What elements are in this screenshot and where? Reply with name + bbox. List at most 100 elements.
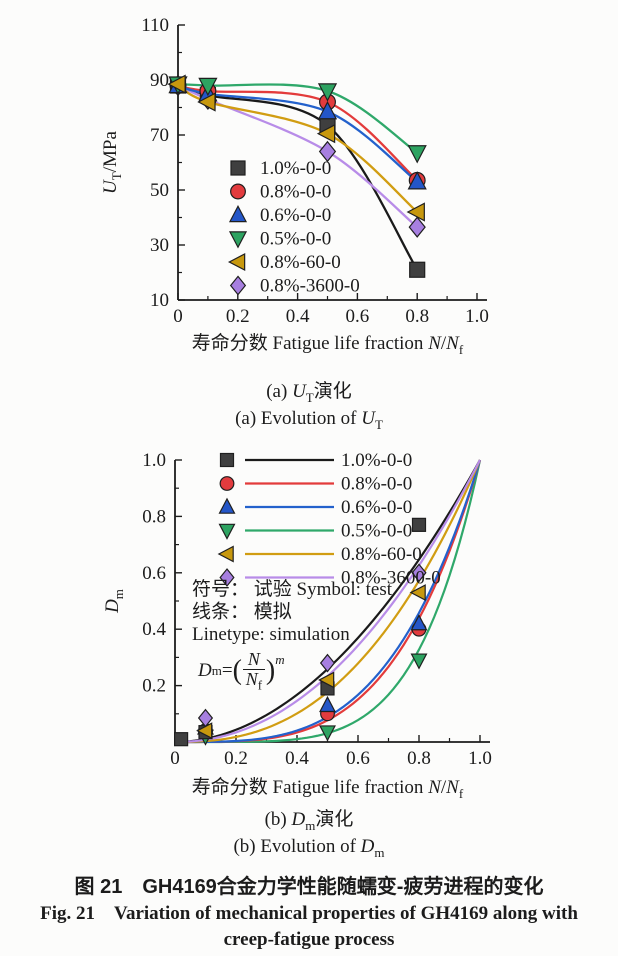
x-tick-label: 0 xyxy=(170,748,180,769)
legend-note: 符号： 试验 Symbol: test xyxy=(192,578,393,600)
data-point-0.6%-0-0 xyxy=(407,171,427,190)
test-point-0.6%-0-0 xyxy=(410,614,428,631)
formula-fraction: N Nf xyxy=(242,650,265,693)
series-line-0.5%-0-0 xyxy=(177,82,418,154)
legend-marker-diamond xyxy=(219,568,235,587)
y-tick-label: 0.6 xyxy=(142,563,166,584)
caption-a-en-symbol: U xyxy=(361,408,375,429)
caption-a-zh-prefix: (a) xyxy=(266,381,293,402)
test-point-0.5%-0-0 xyxy=(319,725,336,742)
test-point-0.8%-60-0 xyxy=(318,671,335,689)
y-tick-label: 10 xyxy=(150,290,169,311)
x-tick-label: 0.4 xyxy=(285,748,309,769)
legend-marker-square xyxy=(230,160,246,176)
data-point-0.5%-0-0 xyxy=(198,77,218,97)
formula-denominator: Nf xyxy=(245,668,263,693)
formula-open-paren: ( xyxy=(232,655,242,687)
caption-b-zh: (b) Dm演化 xyxy=(0,804,618,834)
legend-marker-triangle-left xyxy=(227,252,246,272)
caption-b-zh-subscript: m xyxy=(305,817,316,833)
legend-label: 0.8%-60-0 xyxy=(260,252,341,273)
x-tick-label: 0.8 xyxy=(407,748,431,769)
formula-lhs-sub: m xyxy=(211,663,222,679)
caption-b-zh-suffix: 演化 xyxy=(315,809,354,830)
legend-label: 1.0%-0-0 xyxy=(341,450,412,471)
legend-marker-triangle-down xyxy=(218,523,236,540)
x-tick-label: 0.4 xyxy=(286,306,310,327)
formula-exponent: m xyxy=(275,652,285,667)
test-point-0.8%-3600-0 xyxy=(319,653,336,673)
caption-a-zh-suffix: 演化 xyxy=(313,381,352,402)
y-axis-title: Dm xyxy=(102,589,126,614)
legend-marker-triangle-down xyxy=(228,231,248,249)
series-line-0.8%-60-0 xyxy=(177,83,418,213)
chart-a-ut-evolution: 0 0.2 0.4 0.6 0.8 1.0 10 30 50 70 90 110 寿命分数 Fatigu… xyxy=(100,15,489,357)
x-tick-label: 1.0 xyxy=(468,748,492,769)
legend-label: 0.5%-0-0 xyxy=(260,229,331,250)
series-line-0.8%-0-0 xyxy=(177,84,418,182)
legend-item-0.8%-3600-0: 0.8%-3600-0 xyxy=(229,275,360,297)
legend-note: Linetype: simulation xyxy=(192,624,350,645)
legend-item-0.6%-0-0: 0.6%-0-0 xyxy=(218,497,412,518)
legend-item-0.8%-60-0: 0.8%-60-0 xyxy=(227,252,341,273)
legend-label: 0.8%-3600-0 xyxy=(341,568,441,589)
caption-a-en: (a) Evolution of UT xyxy=(0,408,618,433)
legend-item-1.0%-0-0: 1.0%-0-0 xyxy=(219,450,412,471)
legend-marker-diamond xyxy=(229,275,247,296)
test-point-0.8%-3600-0 xyxy=(411,563,427,583)
x-tick-label: 1.0 xyxy=(465,306,489,327)
legend-label: 0.6%-0-0 xyxy=(341,497,412,518)
x-axis-title: 寿命分数 Fatigue life fraction N/Nf xyxy=(192,776,464,798)
y-tick-label: 0.4 xyxy=(142,619,166,640)
legend-item-0.5%-0-0: 0.5%-0-0 xyxy=(228,229,331,250)
legend-marker-square xyxy=(219,452,235,468)
test-point-0.5%-0-0 xyxy=(410,653,428,670)
y-tick-label: 70 xyxy=(150,125,169,146)
data-point-0.8%-60-0 xyxy=(197,92,216,112)
x-tick-label: 0 xyxy=(173,306,183,327)
x-tick-label: 0.6 xyxy=(346,748,370,769)
caption-a-zh: (a) UT演化 xyxy=(0,376,618,406)
formula-numerator: N xyxy=(242,650,265,670)
legend-label: 0.8%-3600-0 xyxy=(260,276,360,297)
legend-label: 0.5%-0-0 xyxy=(341,521,412,542)
data-point-1.0%-0-0 xyxy=(409,261,426,278)
legend-item-1.0%-0-0: 1.0%-0-0 xyxy=(230,158,331,179)
data-point-0.5%-0-0 xyxy=(407,145,427,164)
y-tick-label: 30 xyxy=(150,235,169,256)
y-tick-label: 0.2 xyxy=(142,676,166,697)
caption-b-zh-symbol: D xyxy=(291,809,306,830)
y-tick-label: 50 xyxy=(150,180,169,201)
x-tick-label: 0.8 xyxy=(405,306,429,327)
data-point-0.5%-0-0 xyxy=(317,83,338,102)
test-point-0.8%-3600-0 xyxy=(197,708,214,728)
legend-label: 1.0%-0-0 xyxy=(260,158,331,179)
x-tick-label: 0.6 xyxy=(346,306,370,327)
test-point-0.6%-0-0 xyxy=(319,695,336,713)
formula-equals: = xyxy=(221,660,233,682)
caption-a-zh-symbol: U xyxy=(292,381,306,402)
formula-close-paren: ) xyxy=(265,655,276,687)
caption-b-en-symbol: D xyxy=(360,836,375,857)
data-point-0.8%-3600-0 xyxy=(408,216,426,238)
x-tick-label: 0.2 xyxy=(226,306,250,327)
legend-item-0.5%-0-0: 0.5%-0-0 xyxy=(218,521,412,542)
caption-b-en-prefix: (b) Evolution of xyxy=(233,836,361,857)
legend-marker-circle xyxy=(230,183,246,200)
legend-label: 0.8%-0-0 xyxy=(341,474,412,495)
legend-item-0.6%-0-0: 0.6%-0-0 xyxy=(228,204,331,226)
caption-b-en-subscript: m xyxy=(374,844,385,860)
y-tick-label: 1.0 xyxy=(142,450,166,471)
legend-note: 线条： 模拟 xyxy=(192,601,292,623)
y-axis-title: UT/MPa xyxy=(100,131,124,194)
caption-a-en-subscript: T xyxy=(374,416,383,432)
legend-item-0.8%-60-0: 0.8%-60-0 xyxy=(217,544,422,565)
data-point-0.8%-60-0 xyxy=(167,74,186,94)
test-point-1.0%-0-0 xyxy=(411,517,427,532)
figure-caption-en: Fig. 21 Variation of mechanical properti… xyxy=(40,903,578,950)
legend-item-0.8%-0-0: 0.8%-0-0 xyxy=(230,182,331,203)
legend-label: 0.6%-0-0 xyxy=(260,205,331,226)
